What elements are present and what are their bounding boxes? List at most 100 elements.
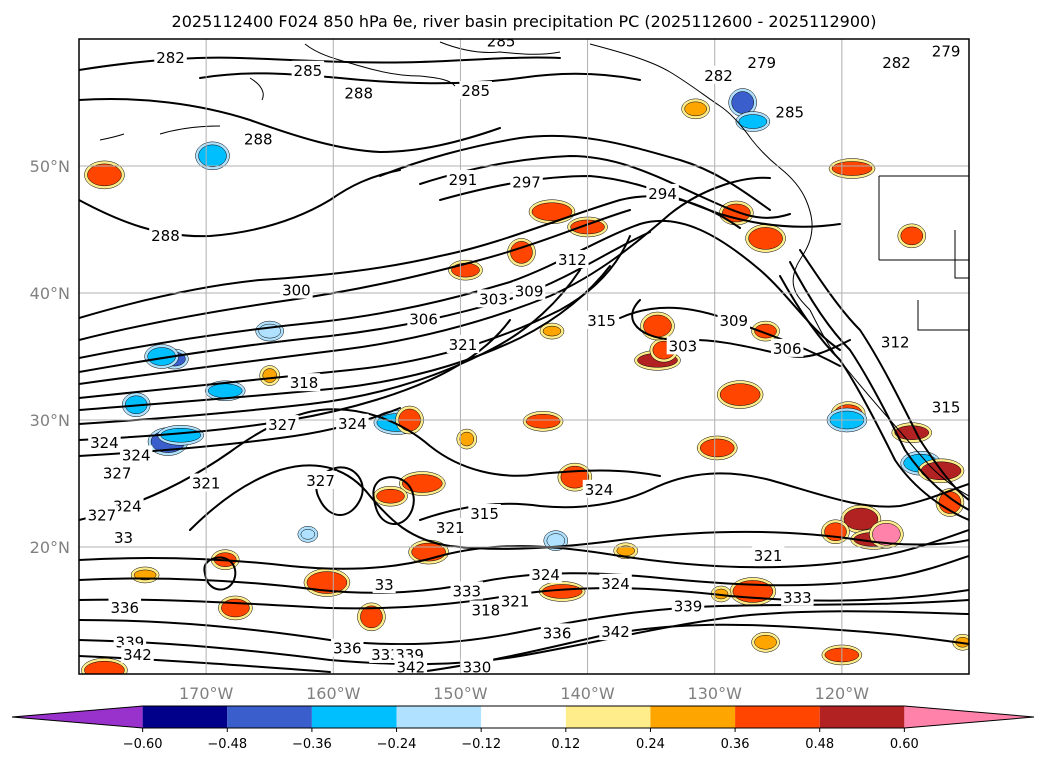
contour-label: 33: [114, 529, 133, 547]
contour-label-bg: [189, 473, 223, 492]
colorbar-segment: [142, 706, 228, 728]
contour-321: [79, 269, 581, 425]
contour-label: 330: [463, 659, 492, 677]
colorbar-tick-label: 0.36: [721, 737, 750, 752]
contour-label-bg: [556, 249, 589, 268]
lon-tick-label: 120°W: [815, 684, 870, 703]
contour-label: 327: [268, 416, 297, 434]
lat-tick-label: 20°N: [30, 538, 70, 557]
contour-label: 324: [113, 497, 142, 515]
precip-patch: [735, 111, 771, 132]
colorbar-tick-label: 0.60: [890, 737, 919, 752]
contour-291: [379, 134, 771, 211]
lon-tick-label: 130°W: [688, 684, 743, 703]
contour-label-bg: [291, 60, 325, 79]
contour-label-bg: [119, 445, 153, 464]
contour-label-bg: [646, 183, 679, 202]
contour-label: 321: [449, 336, 478, 354]
contour-label: 342: [601, 623, 630, 641]
contour-label-bg: [717, 310, 751, 329]
precip-patch: [522, 411, 564, 432]
contour-label: 306: [773, 340, 802, 358]
contour-label-bg: [773, 102, 806, 121]
contour-288-north: [79, 98, 501, 153]
precip-patch: [81, 657, 128, 674]
precip-patch: [130, 566, 160, 584]
contour-label-bg: [111, 496, 144, 515]
contour-label-bg: [599, 622, 632, 641]
contour-label: 324: [122, 447, 151, 465]
contour-label: 342: [123, 646, 152, 664]
contour-label-bg: [88, 432, 121, 451]
latitude-tick-labels: 20°N 30°N 40°N 50°N: [30, 157, 70, 557]
contour-label-bg: [336, 413, 369, 432]
colorbar-tick-label: −0.60: [123, 737, 163, 752]
contour-label-bg: [331, 638, 364, 657]
contour-label: 324: [585, 481, 614, 499]
contour-label: 288: [344, 85, 373, 103]
colorbar-extend-low: [12, 706, 143, 728]
contour-label-bg: [671, 596, 705, 615]
contour-label-bg: [879, 332, 912, 351]
contour-label-bg: [342, 83, 375, 102]
precip-patch: [751, 320, 780, 342]
contour-label: 324: [531, 566, 560, 584]
contour-label: 300: [282, 281, 311, 299]
precip-patch: [84, 160, 125, 190]
colorbar-segment: [650, 706, 736, 728]
contour-285-north: [199, 72, 641, 85]
lat-tick-label: 50°N: [30, 157, 70, 176]
contour-label-bg: [484, 39, 518, 50]
contour-label-bg: [434, 517, 467, 536]
contour-label: 282: [882, 54, 911, 72]
contour-label-bg: [446, 169, 480, 188]
contour-label-bg: [287, 373, 321, 392]
borders: [878, 175, 969, 331]
contour-label: 279: [932, 43, 961, 61]
map-area: 282 285 285 288 285 282 279 282 279 285 288 291 297 2…: [79, 39, 969, 677]
contour-label: 285: [461, 82, 490, 100]
contour-label-bg: [929, 41, 963, 60]
lon-tick-label: 150°W: [433, 684, 488, 703]
precip-patch: [716, 380, 764, 409]
contour-318: [79, 265, 611, 411]
precip-patch: [408, 539, 449, 565]
precip-patch: [897, 223, 927, 249]
precip-patch: [751, 632, 780, 653]
precip-patch: [357, 602, 386, 632]
colorbar-segment: [311, 706, 397, 728]
contour-label-bg: [121, 644, 154, 663]
contour-label: 303: [479, 290, 508, 308]
lat-tick-label: 40°N: [30, 284, 70, 303]
contour-label-bg: [266, 415, 299, 434]
precip-patch: [821, 519, 850, 545]
contour-327-south: [79, 529, 969, 570]
contour-loop-b: [372, 476, 415, 525]
colorbar-extend-high: [904, 706, 1034, 728]
contour-342: [79, 623, 969, 673]
contour-label: 339: [674, 598, 703, 616]
lon-tick-label: 160°W: [306, 684, 361, 703]
precip-patch: [297, 526, 319, 543]
contour-label: 333: [783, 589, 812, 607]
contour-label: 327: [88, 506, 117, 524]
contour-coastal-c: [779, 275, 969, 521]
contour-306: [79, 219, 841, 359]
precip-patch: [681, 98, 710, 120]
gridlines: [79, 39, 969, 674]
contour-label-bg: [510, 172, 543, 191]
contour-label-bg: [702, 65, 735, 84]
contour-label-bg: [149, 225, 182, 244]
contour-label-bg: [85, 505, 119, 524]
contour-288-west: [79, 169, 401, 238]
longitude-tick-labels: 170°W 160°W 150°W 140°W 130°W 120°W: [179, 684, 869, 703]
contour-label-bg: [477, 289, 510, 308]
contour-label-bg: [880, 53, 913, 72]
contour-303: [79, 209, 631, 341]
contour-label: 279: [747, 54, 776, 72]
precip-patch: [640, 311, 675, 341]
contour-label: 321: [501, 593, 530, 611]
contour-label-bg: [599, 573, 632, 592]
colorbar-segment: [819, 706, 905, 728]
